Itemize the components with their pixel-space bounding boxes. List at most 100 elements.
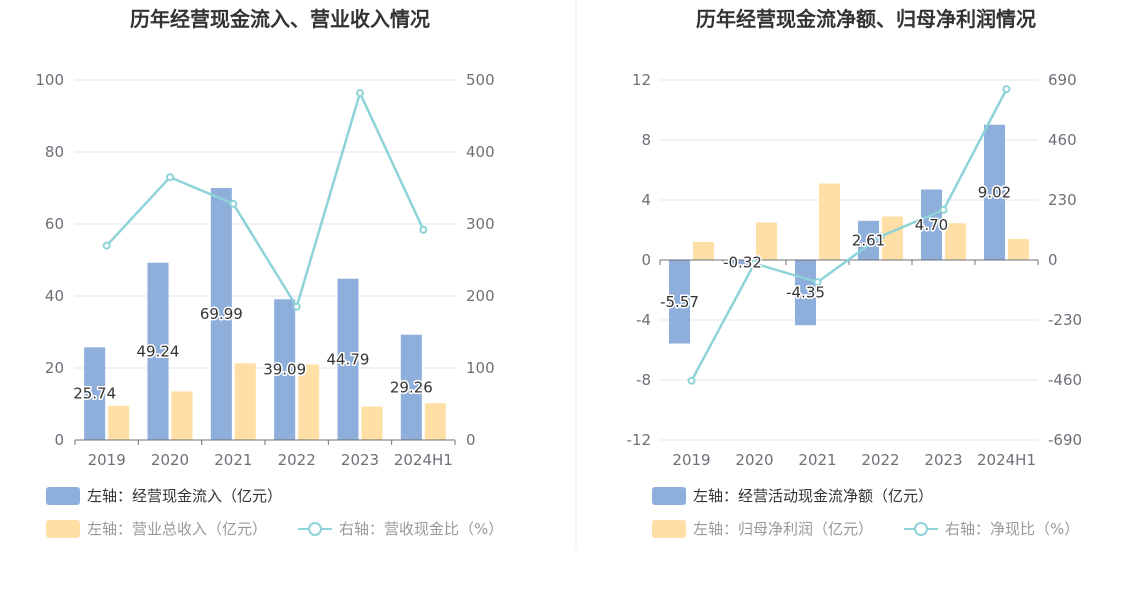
data-label: 25.74 bbox=[73, 385, 116, 403]
x-axis-label: 2022 bbox=[278, 451, 316, 469]
legend-label: 右轴：净现比（%） bbox=[945, 520, 1079, 538]
bar-primary bbox=[732, 260, 753, 265]
left-axis-tick: -12 bbox=[627, 431, 652, 449]
data-label: 4.70 bbox=[915, 216, 948, 234]
data-label: 44.79 bbox=[327, 350, 370, 368]
left-axis-tick: 0 bbox=[54, 431, 64, 449]
right-axis-tick: 0 bbox=[466, 431, 476, 449]
right-axis-tick: 400 bbox=[466, 143, 495, 161]
left-axis-tick: -4 bbox=[636, 311, 651, 329]
ratio-line bbox=[105, 89, 425, 310]
right-axis-tick: 0 bbox=[1048, 251, 1058, 269]
ratio-point bbox=[166, 173, 174, 182]
right-axis-tick: -690 bbox=[1048, 431, 1082, 449]
left-axis-tick: 8 bbox=[641, 131, 651, 149]
legend-label: 左轴：归母净利润（亿元） bbox=[693, 520, 873, 538]
legend-label: 右轴：营收现金比（%） bbox=[339, 520, 503, 538]
bar-primary bbox=[274, 299, 296, 440]
legend-item-line: 右轴：营收现金比（%） bbox=[298, 520, 503, 538]
bar-primary bbox=[84, 347, 106, 440]
data-label: 49.24 bbox=[137, 342, 180, 360]
x-axis-label: 2020 bbox=[735, 451, 773, 469]
ratio-point bbox=[229, 199, 238, 208]
legend-circle-icon bbox=[914, 522, 928, 536]
legend-swatch bbox=[652, 487, 686, 505]
ratio-point bbox=[876, 232, 885, 241]
ratio-line bbox=[690, 88, 1008, 382]
right-axis-tick: 230 bbox=[1048, 191, 1077, 209]
legend-swatch bbox=[46, 520, 80, 538]
right-axis-tick: 690 bbox=[1048, 71, 1077, 89]
x-axis-label: 2024H1 bbox=[977, 451, 1036, 469]
left-axis-tick: 60 bbox=[45, 215, 64, 233]
ratio-point bbox=[292, 302, 301, 311]
legend-swatch bbox=[46, 487, 80, 505]
left-axis-tick: 40 bbox=[45, 287, 64, 305]
ratio-point bbox=[813, 278, 822, 287]
chart-title: 历年经营现金流净额、归母净利润情况 bbox=[696, 7, 1036, 31]
x-axis-label: 2021 bbox=[798, 451, 836, 469]
legend-label: 左轴：经营现金流入（亿元） bbox=[87, 487, 282, 505]
bar-secondary bbox=[1008, 239, 1029, 260]
data-label: 39.09 bbox=[263, 361, 306, 379]
bar-secondary bbox=[108, 405, 130, 440]
legend-label: 左轴：营业总收入（亿元） bbox=[87, 520, 267, 538]
legend-item-primary: 左轴：经营活动现金流净额（亿元） bbox=[652, 487, 933, 505]
x-axis-label: 2019 bbox=[88, 451, 126, 469]
x-axis-label: 2023 bbox=[924, 451, 962, 469]
ratio-point bbox=[102, 241, 111, 250]
bar-primary bbox=[337, 278, 359, 440]
right-axis-tick: 460 bbox=[1048, 131, 1077, 149]
legend-item-secondary: 左轴：归母净利润（亿元） bbox=[652, 520, 873, 538]
ratio-point bbox=[419, 225, 428, 234]
ratio-point bbox=[356, 88, 364, 97]
data-label: 29.26 bbox=[390, 378, 433, 396]
ratio-point bbox=[939, 205, 948, 214]
bar-secondary bbox=[945, 223, 966, 260]
left-axis-tick: 4 bbox=[641, 191, 651, 209]
bar-secondary bbox=[298, 364, 320, 440]
x-axis-label: 2024H1 bbox=[394, 451, 453, 469]
bar-secondary bbox=[693, 242, 714, 260]
bar-secondary bbox=[424, 403, 446, 440]
x-axis-label: 2020 bbox=[151, 451, 189, 469]
bar-secondary bbox=[361, 406, 383, 440]
legend-item-line: 右轴：净现比（%） bbox=[904, 520, 1079, 538]
legend-item-primary: 左轴：经营现金流入（亿元） bbox=[46, 487, 282, 505]
bar-secondary bbox=[882, 216, 903, 260]
bar-primary bbox=[669, 260, 690, 344]
legend-swatch bbox=[652, 520, 686, 538]
bar-primary bbox=[921, 189, 942, 260]
left-axis-tick: 80 bbox=[45, 143, 64, 161]
left-axis-tick: 100 bbox=[35, 71, 64, 89]
bar-secondary bbox=[171, 391, 193, 440]
x-axis-label: 2023 bbox=[341, 451, 379, 469]
legend-item-secondary: 左轴：营业总收入（亿元） bbox=[46, 520, 267, 538]
bar-primary bbox=[984, 124, 1005, 260]
chart-title: 历年经营现金流入、营业收入情况 bbox=[130, 7, 430, 31]
x-axis-label: 2021 bbox=[214, 451, 252, 469]
right-axis-tick: 200 bbox=[466, 287, 495, 305]
ratio-point bbox=[1002, 85, 1011, 94]
data-label: -0.32 bbox=[723, 253, 762, 271]
data-label: 9.02 bbox=[978, 183, 1011, 201]
chart-panel-net-cashflow-profit: 历年经营现金流净额、归母净利润情况 -12 -690 -8 -460 -4 -230 0 0 4 2… bbox=[627, 7, 1082, 538]
ratio-point bbox=[750, 259, 759, 268]
bar-primary bbox=[400, 334, 422, 440]
ratio-point bbox=[687, 376, 696, 385]
x-axis-label: 2019 bbox=[672, 451, 710, 469]
right-axis-tick: -230 bbox=[1048, 311, 1082, 329]
bar-secondary bbox=[819, 183, 840, 260]
bar-secondary bbox=[234, 363, 256, 440]
bar-secondary bbox=[756, 222, 777, 260]
data-label: 2.61 bbox=[852, 231, 885, 249]
left-axis-tick: 0 bbox=[641, 251, 651, 269]
x-axis-label: 2022 bbox=[861, 451, 899, 469]
legend-label: 左轴：经营活动现金流净额（亿元） bbox=[693, 487, 933, 505]
data-label: -4.35 bbox=[786, 284, 825, 302]
left-axis-tick: 20 bbox=[45, 359, 64, 377]
right-axis-tick: 500 bbox=[466, 71, 495, 89]
data-label: 69.99 bbox=[200, 305, 243, 323]
legend-circle-icon bbox=[308, 522, 322, 536]
